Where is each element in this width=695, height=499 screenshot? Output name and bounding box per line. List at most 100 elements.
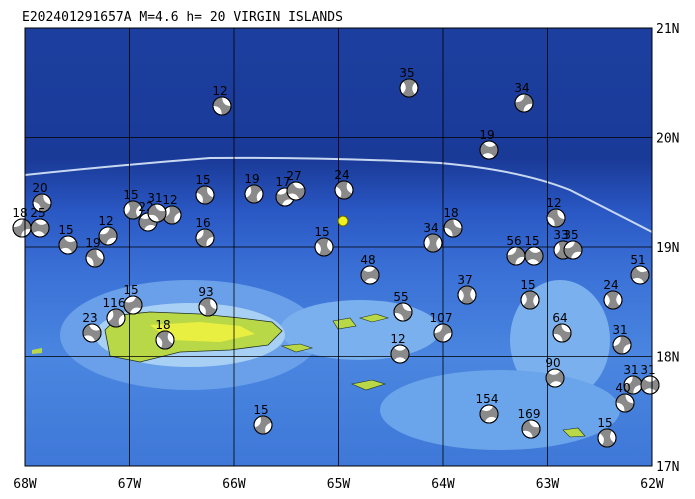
focal-mechanism: 31 [612,323,632,355]
beachball-outline [85,248,105,268]
focal-mechanism: 35 [399,66,419,98]
focal-mechanism: 31 [640,363,660,395]
epicenter [337,215,349,227]
focal-mechanism: 15 [597,416,617,448]
beachball-outline [98,226,118,246]
focal-mechanism: 34 [514,81,534,113]
beachball-outline [521,419,541,439]
compression-quadrant [522,420,540,438]
compression-quadrant [33,194,51,213]
focal-mechanism: 20 [32,181,52,213]
depth-label: 12 [390,332,405,346]
beachball-outline [123,200,143,220]
compression-quadrant [641,378,660,392]
depth-label: 31 [147,191,162,205]
compression-quadrant [631,267,650,283]
beachball-outline [58,235,78,255]
focal-mechanism: 15 [195,173,215,205]
map-frame [24,27,653,467]
beachball-outline [545,368,565,388]
focal-mechanism: 56 [506,234,526,266]
depth-label: 40 [615,381,630,395]
focal-mechanism: 93 [198,285,218,317]
beachball-outline [615,393,635,413]
focal-mechanism: 12 [390,332,410,364]
shelf [380,370,620,450]
lat-label: 20N [656,132,679,147]
compression-quadrant [31,220,49,236]
beachball-outline [630,265,650,285]
focal-mechanism: 19 [479,128,499,160]
focal-mechanism: 31 [623,363,643,395]
beachball-outline [32,193,52,213]
depth-label: 16 [195,216,210,230]
depth-label: 15 [524,234,539,248]
compression-quadrant [59,237,78,253]
compression-quadrant [515,94,534,112]
focal-mechanism: 31 [147,191,167,223]
island [562,427,586,438]
beachball-outline [106,308,126,328]
depth-label: 15 [597,416,612,430]
depth-label: 15 [520,278,535,292]
compression-quadrant [479,406,498,422]
compression-quadrant [125,201,141,220]
focal-mechanism: 15 [314,225,334,257]
depth-label: 51 [630,253,645,267]
depth-label: 31 [623,363,638,377]
compression-quadrant [316,237,332,256]
compression-quadrant [361,267,379,283]
map-title: E202401291657A M=4.6 h= 20 VIRGIN ISLAND… [22,10,343,25]
beachball-outline [514,93,534,113]
depth-label: 90 [545,356,560,370]
focal-mechanism: 19 [244,172,264,204]
focal-mechanism: 169 [518,407,541,439]
compression-quadrant [99,227,118,245]
depth-label: 15 [123,283,138,297]
beachball-outline [155,330,175,350]
depth-label: 12 [162,193,177,207]
compression-quadrant [402,78,416,98]
focal-mechanism: 35 [563,228,583,260]
compression-quadrant [245,184,263,203]
lat-label: 21N [656,22,679,37]
lon-label: 63W [536,477,560,492]
focal-mechanism: 15 [253,403,273,435]
focal-mechanism: 15 [123,283,143,315]
focal-mechanism: 107 [430,311,453,343]
beachball-outline [552,323,572,343]
focal-mechanism: 15 [520,278,540,310]
compression-quadrant [391,347,409,361]
beachball-outline [360,265,380,285]
trench-line [24,156,653,233]
depth-label: 18 [12,206,27,220]
beachball-outline [597,428,617,448]
beachball-outline [393,302,413,322]
focal-mechanism: 90 [545,356,565,388]
focal-mechanism: 15 [123,188,143,220]
focal-mechanism: 116 [103,296,126,328]
beachball-outline [195,185,215,205]
focal-mechanism: 24 [334,168,354,200]
compression-quadrant [199,298,217,316]
depth-label: 15 [123,188,138,202]
depth-label: 37 [457,273,472,287]
depth-label: 169 [518,407,541,421]
compression-quadrant [553,324,571,342]
beachball-outline [212,96,232,116]
beachball-outline [253,415,273,435]
focal-mechanism: 12 [212,84,232,116]
beachball-outline [195,228,215,248]
compression-quadrant [287,182,305,200]
beachball-outline [603,290,623,310]
island [280,343,314,353]
compression-quadrant [444,219,462,237]
focal-mechanism: 12 [546,196,566,228]
compression-quadrant [148,204,166,222]
beachball-outline [433,323,453,343]
compression-quadrant [523,291,537,309]
beachball-outline [640,375,660,395]
